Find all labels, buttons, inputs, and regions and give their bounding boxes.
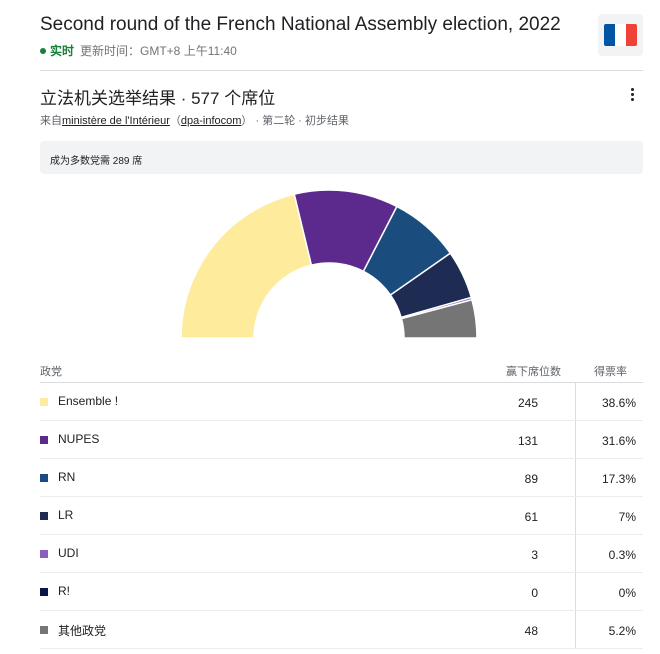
live-label: 实时 [50, 44, 75, 58]
majority-text: 成为多数党需 289 席 [50, 156, 143, 167]
vote-cell: 5.2% [575, 611, 644, 648]
seat-chart [180, 189, 478, 339]
source-link-ministere[interactable]: ministère de l'Intérieur [62, 115, 170, 127]
source-paren-open: （ [169, 115, 181, 127]
party-vote-share: 5.2% [608, 624, 636, 638]
party-seats: 89 [524, 472, 538, 486]
table-row: 其他政党 48 5.2% [40, 611, 643, 649]
party-name: R! [58, 584, 70, 598]
results-table: 政党 赢下席位数 得票率 Ensemble ! 245 38.6% NUPES 131 3… [40, 358, 643, 649]
table-row: UDI 3 0.3% [40, 535, 643, 573]
table-row: RN 89 17.3% [40, 459, 643, 497]
party-color-swatch [40, 474, 48, 482]
party-seats: 0 [531, 586, 538, 600]
live-dot-icon [40, 47, 46, 54]
table-row: Ensemble ! 245 38.6% [40, 383, 643, 421]
party-color-swatch [40, 588, 48, 596]
source-link-dpa[interactable]: dpa-infocom [180, 115, 242, 127]
update-info: 实时 更新时间：GMT+8 上午11:40 [40, 42, 237, 59]
table-header: 政党 赢下席位数 得票率 [40, 358, 643, 383]
party-vote-share: 0.3% [608, 548, 636, 562]
vote-cell: 0% [575, 573, 644, 610]
table-row: LR 61 7% [40, 497, 643, 535]
party-name: NUPES [58, 432, 100, 446]
flag-white-stripe [615, 24, 626, 46]
divider [40, 70, 643, 71]
vote-cell: 38.6% [575, 383, 644, 420]
seat-segment [400, 298, 478, 339]
source-line: 来自ministère de l'Intérieur（dpa-infocom） … [40, 112, 349, 128]
party-name: 其他政党 [58, 624, 107, 638]
party-vote-share: 0% [618, 586, 636, 600]
header-party: 政党 [40, 366, 62, 378]
party-vote-share: 31.6% [601, 434, 636, 448]
seat-segment [180, 193, 313, 339]
party-vote-share: 7% [618, 510, 636, 524]
party-name: LR [58, 508, 74, 522]
party-vote-share: 38.6% [601, 396, 636, 410]
party-color-swatch [40, 626, 48, 634]
vote-cell: 17.3% [575, 459, 644, 496]
more-options-icon[interactable] [622, 84, 642, 104]
vote-cell: 0.3% [575, 535, 644, 572]
france-flag-icon [598, 14, 643, 56]
party-seats: 48 [524, 624, 538, 638]
party-seats: 245 [517, 396, 538, 410]
party-seats: 3 [531, 548, 538, 562]
table-body: Ensemble ! 245 38.6% NUPES 131 31.6% RN 89 17.3%… [40, 383, 643, 649]
party-name: UDI [58, 546, 79, 560]
party-seats: 131 [517, 434, 538, 448]
table-row: R! 0 0% [40, 573, 643, 611]
source-prefix: 来自 [40, 115, 62, 127]
source-suffix: · 第二轮 · 初步结果 [252, 115, 349, 127]
flag-red-stripe [626, 24, 637, 46]
party-color-swatch [40, 550, 48, 558]
vote-cell: 7% [575, 497, 644, 534]
results-subtitle: 立法机关选举结果 · 577 个席位 [40, 89, 276, 108]
party-seats: 61 [524, 510, 538, 524]
header-vote: 得票率 [594, 366, 627, 378]
party-name: Ensemble ! [58, 394, 119, 408]
table-row: NUPES 131 31.6% [40, 421, 643, 459]
flag-blue-stripe [604, 24, 615, 46]
party-name: RN [58, 470, 76, 484]
party-color-swatch [40, 436, 48, 444]
vote-cell: 31.6% [575, 421, 644, 458]
party-vote-share: 17.3% [601, 472, 636, 486]
source-paren-close: ） [241, 115, 253, 127]
party-color-swatch [40, 512, 48, 520]
party-color-swatch [40, 398, 48, 406]
updated-time: 更新时间：GMT+8 上午11:40 [80, 44, 237, 58]
header-seats: 赢下席位数 [506, 366, 561, 378]
page-title: Second round of the French National Asse… [40, 14, 561, 35]
majority-banner: 成为多数党需 289 席 [40, 141, 643, 174]
